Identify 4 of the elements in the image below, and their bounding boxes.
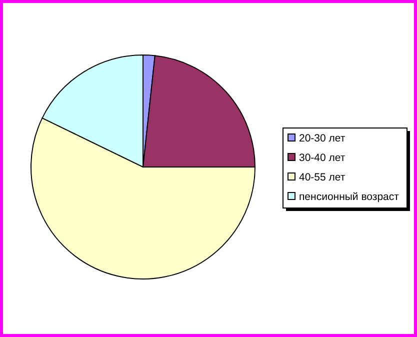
legend-label: пенсионный возраст [299,191,400,203]
legend-label: 20-30 лет [299,132,346,144]
legend-label: 30-40 лет [299,152,346,164]
legend-label: 40-55 лет [299,172,346,184]
